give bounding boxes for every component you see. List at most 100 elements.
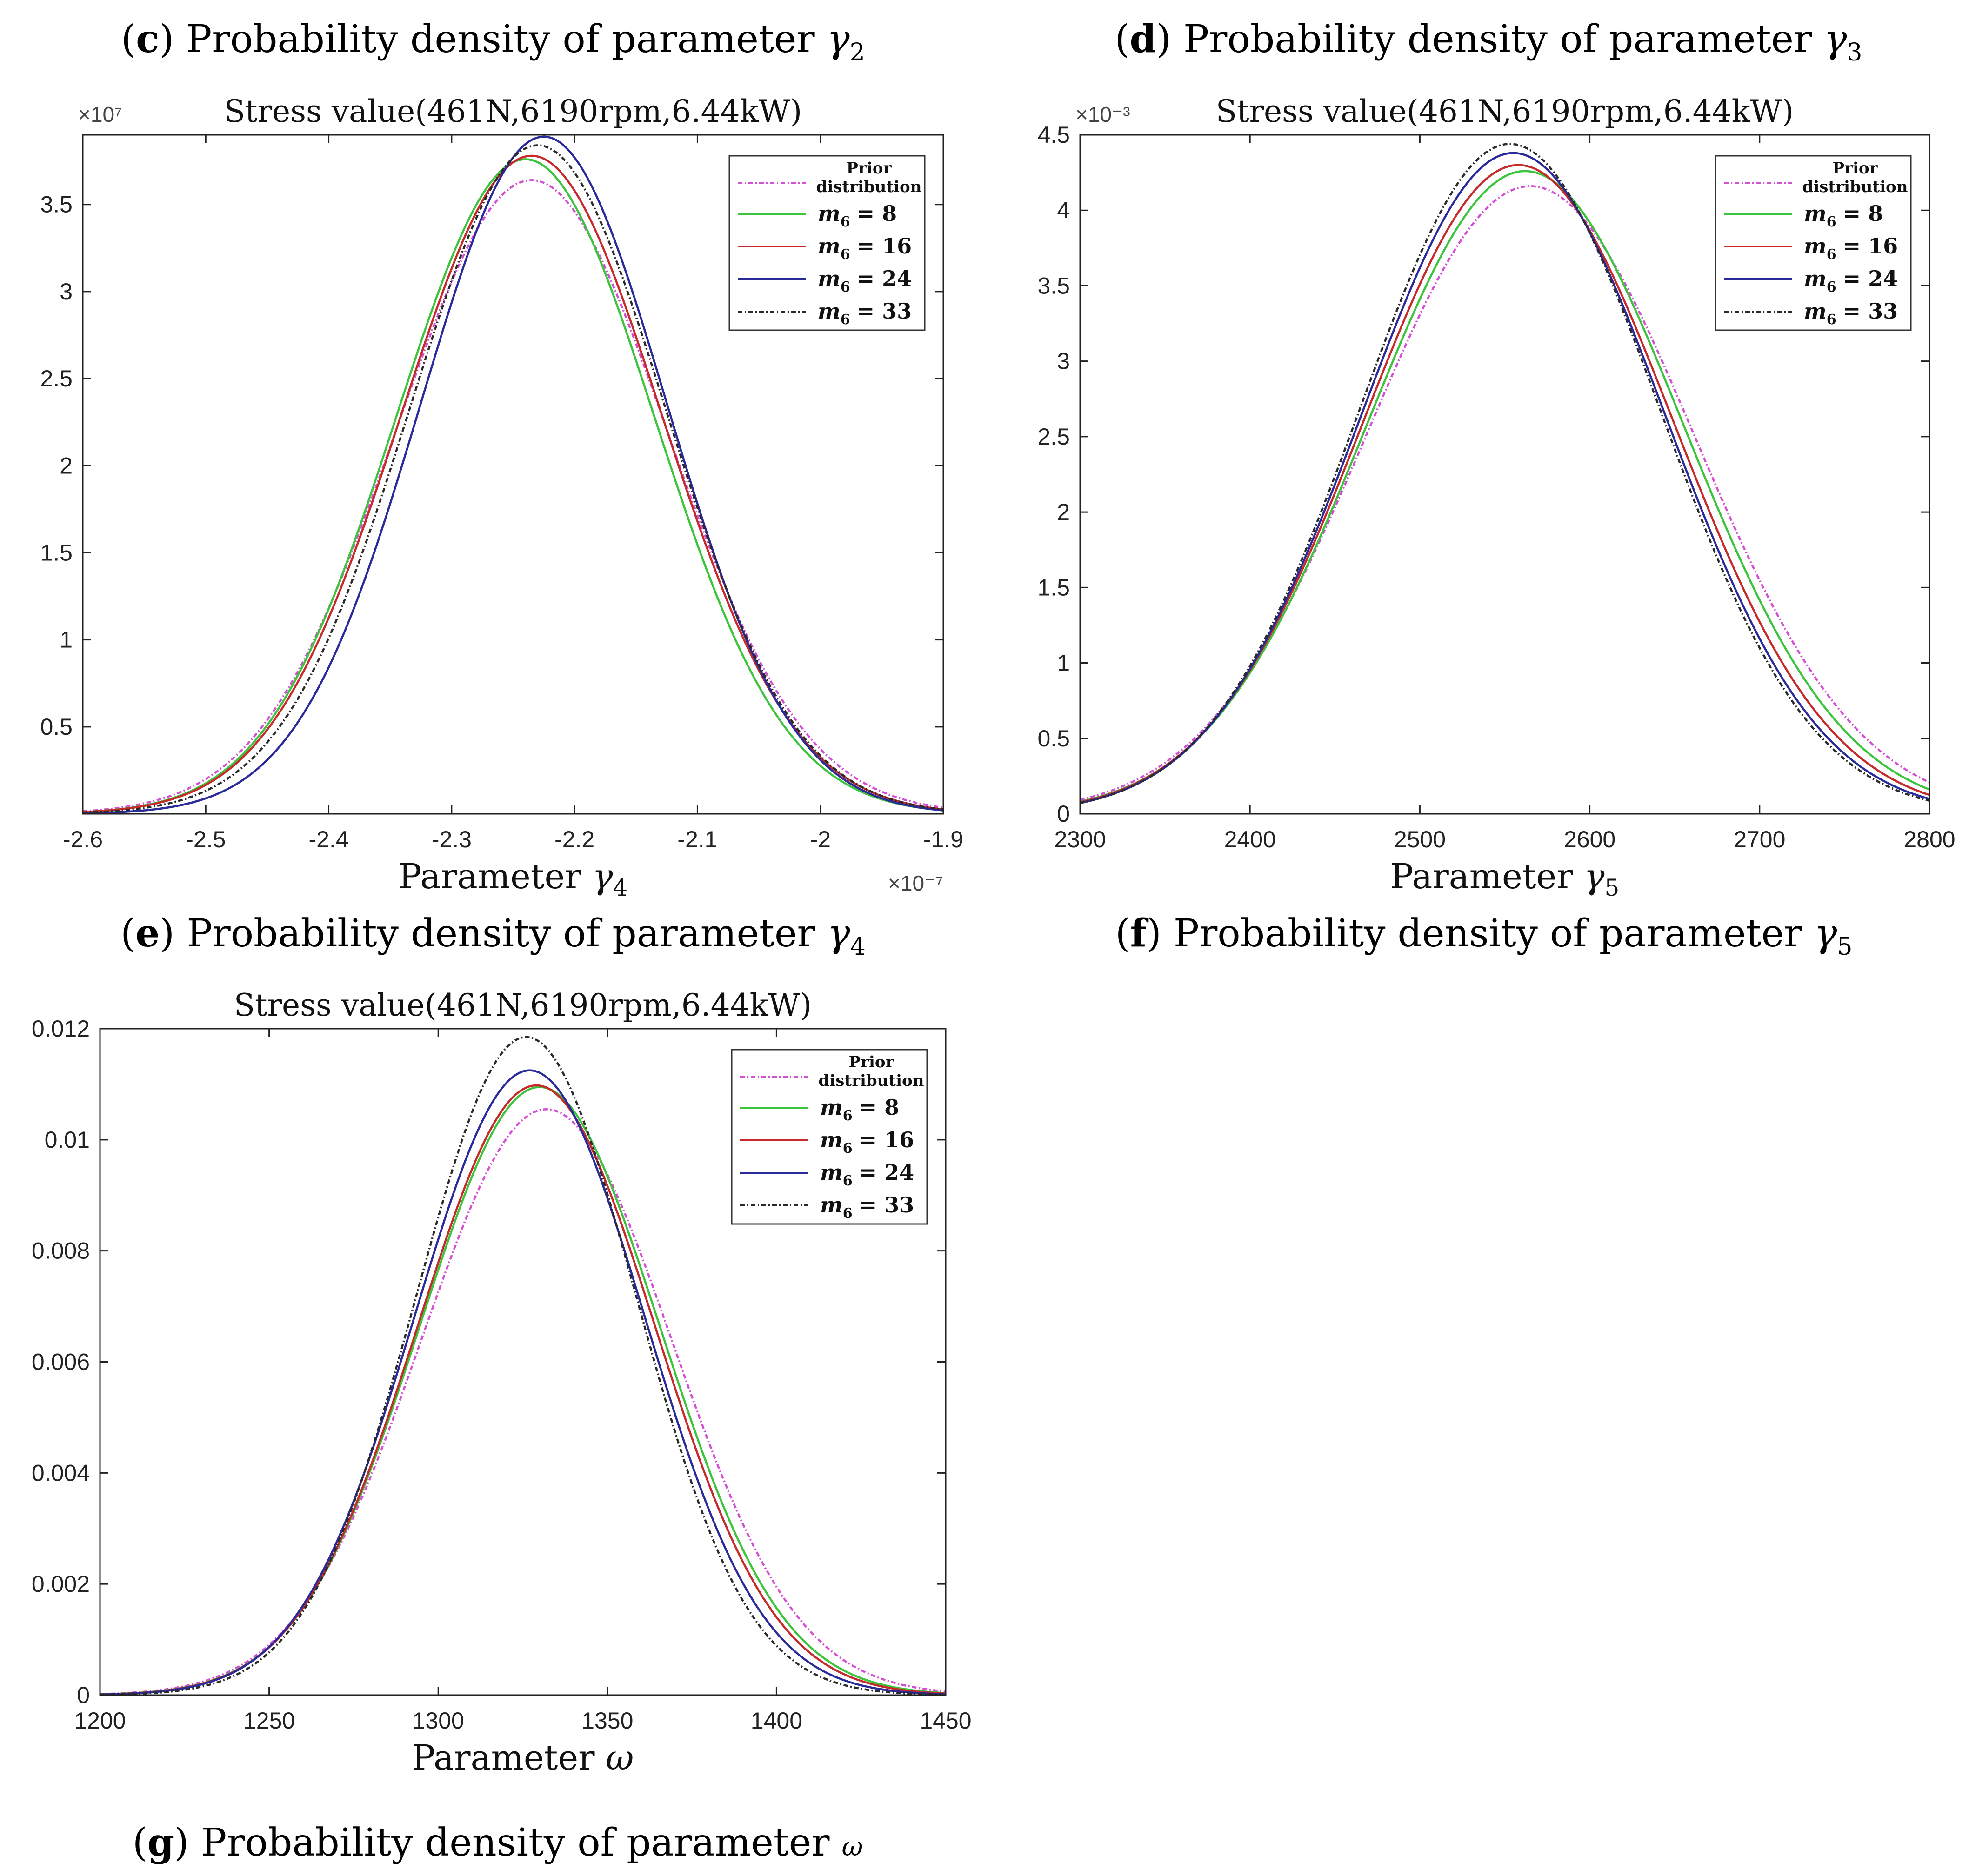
x-tick-label: 2600 xyxy=(1564,826,1615,852)
legend-m-sub: 6 xyxy=(1827,312,1836,328)
legend-m-sub: 6 xyxy=(843,1140,853,1157)
x-tick-label: 1350 xyxy=(581,1708,633,1734)
x-tick-label: 2500 xyxy=(1394,826,1446,852)
x-tick-label: -2.6 xyxy=(63,826,103,852)
y-exponent-label: ×10⁻³ xyxy=(1075,102,1130,126)
x-axis-label: Parameter γ4 xyxy=(399,857,628,901)
legend-m-sub: 6 xyxy=(841,246,850,263)
caption-c-symbol: γ xyxy=(827,17,850,61)
y-tick-label: 1.5 xyxy=(1037,574,1070,600)
caption-f-symbol: γ xyxy=(1814,911,1837,956)
x-axis-label-text: Parameter xyxy=(412,1738,606,1778)
y-tick-label: 0.01 xyxy=(45,1127,90,1153)
x-tick-label: 1300 xyxy=(413,1708,464,1734)
legend-m: m xyxy=(818,266,841,291)
legend-m: m xyxy=(820,1192,843,1217)
y-tick-label: 0.5 xyxy=(40,714,73,740)
series-group xyxy=(100,1036,946,1695)
caption-f-letter: f xyxy=(1130,911,1149,956)
legend-entry-label: m6 = 16 xyxy=(1804,233,1898,263)
x-tick-label: 2300 xyxy=(1054,826,1106,852)
legend-m-value: = 33 xyxy=(1843,299,1898,324)
legend-m: m xyxy=(820,1095,843,1120)
x-axis-label: Parameter ω xyxy=(412,1738,634,1778)
x-tick-label: 1450 xyxy=(920,1708,971,1734)
legend-m-sub: 6 xyxy=(841,214,850,230)
series-line-m33 xyxy=(83,144,943,814)
y-tick-label: 1 xyxy=(60,627,73,653)
legend-entry-label: m6 = 24 xyxy=(820,1160,914,1189)
legend-entry-label: m6 = 8 xyxy=(818,201,897,230)
legend-prior-line1: Prior xyxy=(849,1053,894,1071)
chart-title: Stress value(461N,6190rpm,6.44kW) xyxy=(234,987,812,1023)
legend-entry-label: m6 = 33 xyxy=(818,299,912,328)
y-tick-label: 1.5 xyxy=(40,539,73,565)
caption-g: (g) Probability density of parameter ω xyxy=(133,1820,863,1865)
legend-m: m xyxy=(1804,233,1827,259)
legend-entry-label: m6 = 16 xyxy=(820,1127,914,1157)
x-axis-label-sub: 4 xyxy=(613,874,627,901)
legend-m-value: = 8 xyxy=(857,201,897,226)
caption-f-sub: 5 xyxy=(1837,933,1852,961)
caption-c: (c) Probability density of parameter γ2 xyxy=(121,17,865,67)
legend-m: m xyxy=(818,299,841,324)
legend-m-value: = 24 xyxy=(859,1160,914,1185)
y-tick-label: 3 xyxy=(60,279,73,305)
x-tick-label: -2.5 xyxy=(186,826,226,852)
x-tick-label: 1200 xyxy=(74,1708,126,1734)
legend-box xyxy=(1715,155,1912,331)
series-line-prior xyxy=(100,1108,946,1695)
caption-d-symbol: γ xyxy=(1824,17,1847,61)
caption-c-letter: c xyxy=(136,17,159,61)
legend-prior-line1: Prior xyxy=(847,159,892,178)
series-line-m33 xyxy=(1080,143,1929,805)
y-tick-label: 4 xyxy=(1057,197,1070,223)
y-tick-label: 0 xyxy=(77,1682,90,1708)
y-tick-label: 0 xyxy=(1057,801,1070,827)
y-tick-label: 0.5 xyxy=(1037,725,1070,752)
caption-d: (d) Probability density of parameter γ3 xyxy=(1115,17,1862,67)
legend-m-sub: 6 xyxy=(1827,279,1836,295)
legend-m-sub: 6 xyxy=(843,1108,853,1124)
y-tick-label: 2 xyxy=(1057,499,1070,525)
x-axis-label-symbol: γ xyxy=(592,857,613,897)
legend-m: m xyxy=(1804,266,1827,291)
caption-d-sub: 3 xyxy=(1847,39,1862,67)
caption-c-sub: 2 xyxy=(850,39,865,67)
x-axis-label-symbol: ω xyxy=(606,1738,634,1778)
legend-m: m xyxy=(820,1160,843,1185)
legend-m: m xyxy=(1804,201,1827,226)
legend-m-value: = 16 xyxy=(859,1127,914,1152)
legend-m-value: = 33 xyxy=(857,299,912,324)
y-tick-label: 1 xyxy=(1057,650,1070,676)
x-tick-label: -2.3 xyxy=(432,826,472,852)
legend-entry-label: m6 = 33 xyxy=(820,1192,914,1222)
series-line-m33 xyxy=(100,1036,946,1695)
legend-entry-label: m6 = 24 xyxy=(1804,266,1898,295)
legend-m-value: = 24 xyxy=(857,266,912,291)
chart-title: Stress value(461N,6190rpm,6.44kW) xyxy=(224,93,802,129)
y-tick-label: 2.5 xyxy=(1037,424,1070,450)
x-tick-label: 2700 xyxy=(1734,826,1785,852)
x-exponent-label: ×10⁻⁷ xyxy=(888,871,943,895)
x-tick-label: -2.4 xyxy=(308,826,348,852)
legend-entry-label: m6 = 24 xyxy=(818,266,912,295)
x-tick-label: -2.2 xyxy=(554,826,594,852)
caption-d-text: Probability density of parameter xyxy=(1171,17,1824,61)
legend-m-value: = 24 xyxy=(1843,266,1898,291)
x-tick-label: 2800 xyxy=(1903,826,1955,852)
caption-g-text: Probability density of parameter xyxy=(189,1821,841,1865)
y-tick-label: 3.5 xyxy=(40,192,73,218)
legend-m: m xyxy=(820,1127,843,1152)
chart-title: Stress value(461N,6190rpm,6.44kW) xyxy=(1216,93,1794,129)
series-line-m24 xyxy=(100,1069,946,1695)
y-tick-label: 3 xyxy=(1057,348,1070,374)
x-axis-label-symbol: γ xyxy=(1584,857,1605,897)
y-tick-label: 4.5 xyxy=(1037,122,1070,148)
y-tick-label: 0.012 xyxy=(32,1016,90,1042)
y-tick-label: 0.008 xyxy=(32,1238,90,1264)
x-axis-label-text: Parameter xyxy=(399,857,592,897)
legend-m-sub: 6 xyxy=(841,312,850,328)
caption-e-sub: 4 xyxy=(850,933,866,961)
